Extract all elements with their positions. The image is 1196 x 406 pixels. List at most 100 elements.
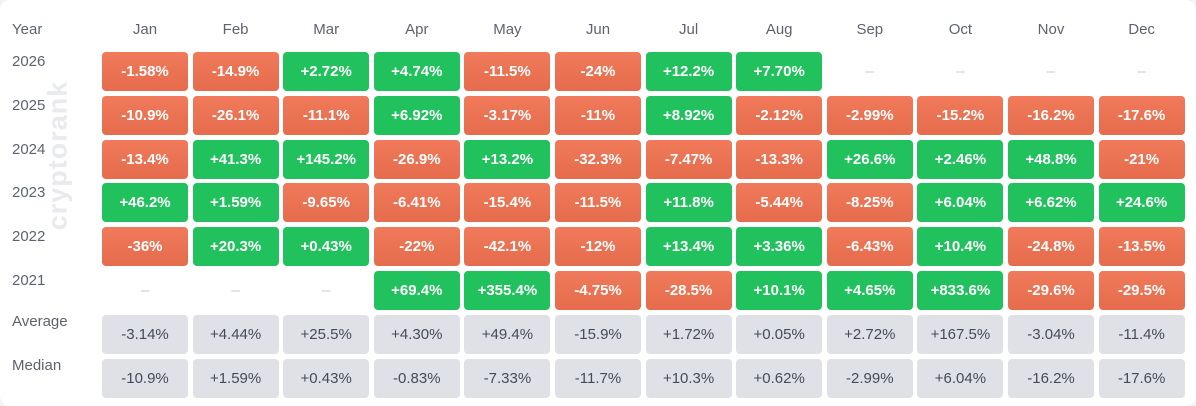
month-header-may: May xyxy=(493,21,522,38)
return-cell: +0.62% xyxy=(736,358,823,398)
return-cell: -11.4% xyxy=(1098,314,1185,354)
month-header-mar: Mar xyxy=(313,21,340,38)
return-cell: +2.72% xyxy=(826,314,913,354)
return-cell: -11.5% xyxy=(464,52,551,91)
return-cell: -15.2% xyxy=(917,95,1004,135)
return-cell: -3.17% xyxy=(464,95,551,135)
return-cell: -22% xyxy=(373,227,460,267)
return-cell: -24.8% xyxy=(1008,227,1094,267)
return-cell: -29.6% xyxy=(1008,271,1094,310)
row-label-2022: 2022 xyxy=(12,228,46,246)
return-cell: – xyxy=(1046,63,1056,80)
return-cell: +145.2% xyxy=(283,139,370,179)
return-cell: +6.04% xyxy=(917,183,1004,223)
return-cell: +6.62% xyxy=(1008,183,1094,223)
return-cell: +10.3% xyxy=(645,358,732,398)
month-header-aug: Aug xyxy=(765,21,793,38)
return-cell: +20.3% xyxy=(192,227,279,267)
return-cell: -6.41% xyxy=(373,183,460,223)
return-cell: -11.7% xyxy=(555,358,641,398)
row-label-average: Average xyxy=(12,312,68,330)
return-cell: +6.92% xyxy=(373,95,460,135)
return-cell: +6.04% xyxy=(917,358,1004,398)
month-header-sep: Sep xyxy=(856,21,884,38)
return-cell: +3.36% xyxy=(736,227,823,267)
return-cell: +2.72% xyxy=(283,52,370,91)
return-cell: -26.9% xyxy=(373,139,460,179)
return-cell: -16.2% xyxy=(1008,95,1094,135)
return-cell: +1.59% xyxy=(192,183,279,223)
month-header-apr: Apr xyxy=(405,21,429,38)
return-cell: -12% xyxy=(555,227,641,267)
return-cell: +7.70% xyxy=(736,52,823,91)
return-cell: -6.43% xyxy=(826,227,913,267)
month-header-jul: Jul xyxy=(679,21,699,38)
return-cell: +0.43% xyxy=(283,227,370,267)
return-cell: +49.4% xyxy=(464,314,551,354)
return-cell: -7.47% xyxy=(645,139,732,179)
return-cell: +13.4% xyxy=(645,227,732,267)
return-cell: -24% xyxy=(555,52,641,91)
month-header-nov: Nov xyxy=(1037,21,1065,38)
return-cell: -13.4% xyxy=(102,139,188,179)
row-label-2023: 2023 xyxy=(12,184,46,202)
return-cell: -3.14% xyxy=(102,314,188,354)
return-cell: – xyxy=(956,63,965,80)
return-cell: +46.2% xyxy=(102,183,188,223)
return-cell: -5.44% xyxy=(736,183,823,223)
return-cell: +41.3% xyxy=(192,139,279,179)
return-cell: -28.5% xyxy=(645,271,732,310)
return-cell: +11.8% xyxy=(645,183,732,223)
return-cell: -11.1% xyxy=(283,95,370,135)
return-cell: +4.74% xyxy=(373,52,460,91)
return-cell: +4.65% xyxy=(826,271,913,310)
return-cell: – xyxy=(865,63,874,80)
return-cell: -2.99% xyxy=(826,358,913,398)
return-cell: +24.6% xyxy=(1098,183,1185,223)
row-label-2024: 2024 xyxy=(12,140,46,158)
return-cell: -26.1% xyxy=(192,95,279,135)
return-cell: +2.46% xyxy=(917,139,1004,179)
return-cell: – xyxy=(322,282,331,299)
year-column-header: Year xyxy=(12,21,43,38)
return-cell: -15.9% xyxy=(555,314,641,354)
return-cell: +69.4% xyxy=(373,271,460,310)
return-cell: +25.5% xyxy=(283,314,370,354)
return-cell: +12.2% xyxy=(645,52,732,91)
row-label-median: Median xyxy=(12,356,62,374)
return-cell: +4.44% xyxy=(192,314,279,354)
return-cell: – xyxy=(231,282,240,299)
return-cell: -0.83% xyxy=(373,358,460,398)
return-cell: +4.30% xyxy=(373,314,460,354)
month-header-oct: Oct xyxy=(948,21,973,38)
row-label-2025: 2025 xyxy=(12,96,46,114)
return-cell: -17.6% xyxy=(1098,358,1185,398)
return-cell: -13.3% xyxy=(736,139,823,179)
return-cell: -17.6% xyxy=(1098,95,1185,135)
return-cell: -4.75% xyxy=(555,271,641,310)
return-cell: -13.5% xyxy=(1098,227,1185,267)
return-cell: -32.3% xyxy=(555,139,641,179)
return-cell: -7.33% xyxy=(464,358,551,398)
return-cell: -16.2% xyxy=(1008,358,1094,398)
return-cell: -1.58% xyxy=(102,52,188,91)
return-cell: +833.6% xyxy=(917,271,1004,310)
return-cell: – xyxy=(140,282,150,299)
row-label-2021: 2021 xyxy=(12,272,46,289)
return-cell: +0.05% xyxy=(736,314,823,354)
return-cell: -15.4% xyxy=(464,183,551,223)
return-cell: -8.25% xyxy=(826,183,913,223)
return-cell: -3.04% xyxy=(1008,314,1094,354)
return-cell: +1.72% xyxy=(645,314,732,354)
return-cell: – xyxy=(1137,63,1146,80)
return-cell: +1.59% xyxy=(192,358,279,398)
return-cell: -42.1% xyxy=(464,227,551,267)
month-header-jun: Jun xyxy=(585,21,611,38)
return-cell: +10.4% xyxy=(917,227,1004,267)
month-header-dec: Dec xyxy=(1128,21,1155,38)
return-cell: +26.6% xyxy=(826,139,913,179)
return-cell: -2.99% xyxy=(826,95,913,135)
row-label-2026: 2026 xyxy=(12,53,46,70)
return-cell: -9.65% xyxy=(283,183,370,223)
